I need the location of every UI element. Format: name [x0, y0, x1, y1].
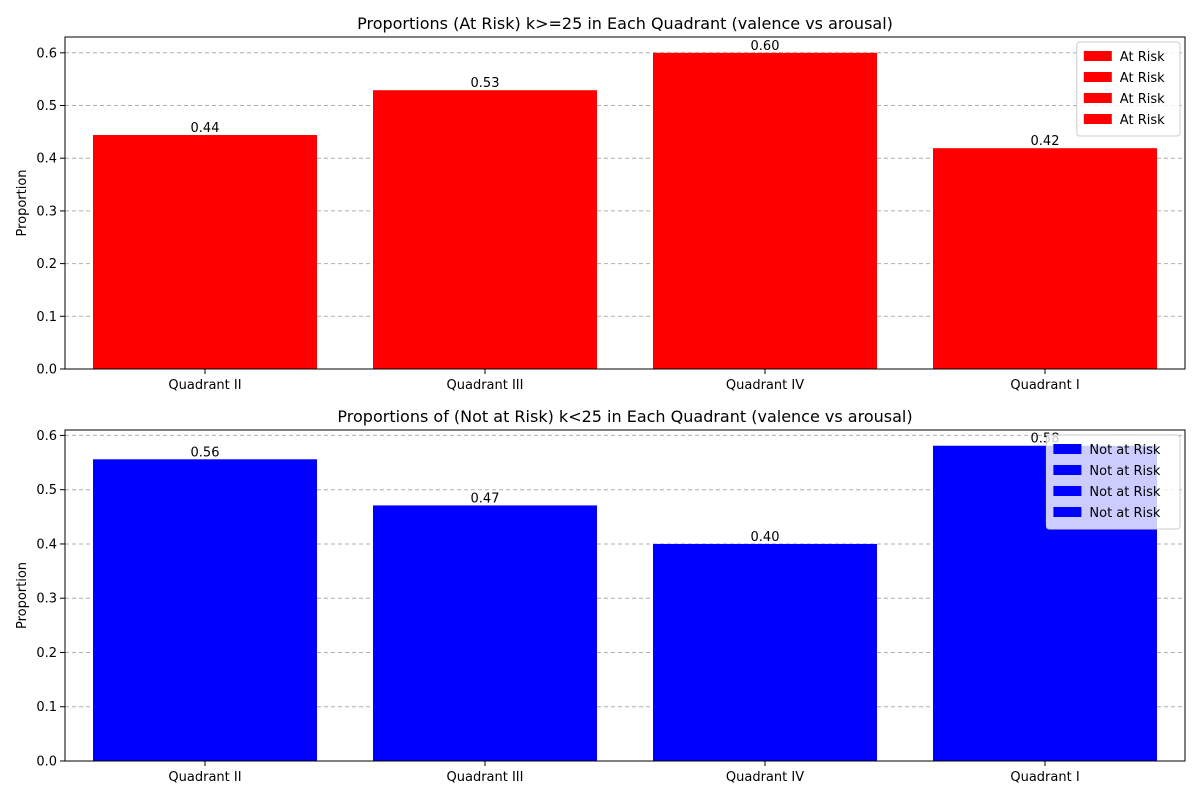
bar-quadrant-iv: [653, 52, 877, 370]
x-tick-label: Quadrant III: [447, 378, 524, 393]
legend-label: At Risk: [1120, 113, 1165, 128]
data-label: 0.40: [751, 530, 780, 545]
legend-label: Not at Risk: [1089, 506, 1161, 521]
legend-swatch: [1053, 444, 1082, 454]
y-tick-label: 0.1: [36, 310, 57, 325]
legend-swatch: [1053, 507, 1082, 517]
y-tick-label: 0.2: [36, 257, 57, 272]
data-label: 0.53: [471, 76, 500, 91]
x-tick-label: Quadrant II: [168, 378, 241, 393]
y-tick-label: 0.6: [36, 429, 57, 444]
chart-title: Proportions (At Risk) k>=25 in Each Quad…: [357, 14, 893, 33]
legend-swatch: [1083, 93, 1112, 103]
data-label: 0.47: [471, 491, 500, 506]
axes-frame: [64, 36, 1186, 370]
y-tick-label: 0.4: [36, 537, 57, 552]
legend-label: At Risk: [1120, 50, 1165, 65]
y-tick-label: 0.1: [36, 700, 57, 715]
legend-label: Not at Risk: [1089, 443, 1161, 458]
y-tick-label: 0.5: [36, 483, 57, 498]
y-axis-label: Proportion: [15, 169, 30, 236]
legend-swatch: [1083, 72, 1112, 82]
bar-quadrant-ii: [93, 459, 317, 761]
axes-frame: [64, 429, 1186, 762]
legend-box: [1045, 434, 1181, 530]
data-label: 0.44: [191, 121, 220, 136]
x-tick-label: Quadrant IV: [726, 378, 804, 393]
x-tick-label: Quadrant IV: [726, 770, 804, 785]
y-tick-label: 0.2: [36, 646, 57, 661]
chart-title: Proportions of (Not at Risk) k<25 in Eac…: [337, 407, 912, 426]
data-label: 0.42: [1031, 134, 1060, 149]
legend-label: Not at Risk: [1089, 485, 1161, 500]
legend-label: At Risk: [1120, 92, 1165, 107]
y-tick-label: 0.3: [36, 204, 57, 219]
legend-box: [1076, 41, 1181, 137]
legend-label: At Risk: [1120, 71, 1165, 86]
legend-swatch: [1053, 465, 1082, 475]
y-tick-label: 0.0: [36, 363, 57, 378]
bar-quadrant-ii: [93, 135, 317, 369]
y-tick-label: 0.6: [36, 46, 57, 61]
x-tick-label: Quadrant II: [168, 770, 241, 785]
x-tick-label: Quadrant I: [1010, 378, 1079, 393]
legend-swatch: [1083, 114, 1112, 124]
bottom-panel: 0.0 0.1 0.2 0.3 0.4 0.5 0.6 0.56 Quadrant II 0.47…: [15, 407, 1186, 785]
x-tick-label: Quadrant I: [1010, 770, 1079, 785]
y-tick-label: 0.5: [36, 99, 57, 114]
legend-label: Not at Risk: [1089, 464, 1161, 479]
bar-quadrant-i: [933, 148, 1157, 369]
legend-swatch: [1053, 486, 1082, 496]
bar-quadrant-iii: [373, 90, 597, 369]
data-label: 0.56: [191, 445, 220, 460]
legend-swatch: [1083, 51, 1112, 61]
y-tick-label: 0.4: [36, 152, 57, 167]
data-label: 0.60: [751, 39, 780, 54]
x-tick-label: Quadrant III: [447, 770, 524, 785]
y-axis-label: Proportion: [15, 562, 30, 629]
y-tick-label: 0.3: [36, 592, 57, 607]
top-panel: 0.0 0.1 0.2 0.3 0.4 0.5 0.6 0.44 Quadrant II 0.53…: [15, 14, 1186, 393]
bar-quadrant-iv: [653, 543, 877, 761]
y-tick-label: 0.0: [36, 755, 57, 770]
bar-quadrant-iii: [373, 505, 597, 761]
